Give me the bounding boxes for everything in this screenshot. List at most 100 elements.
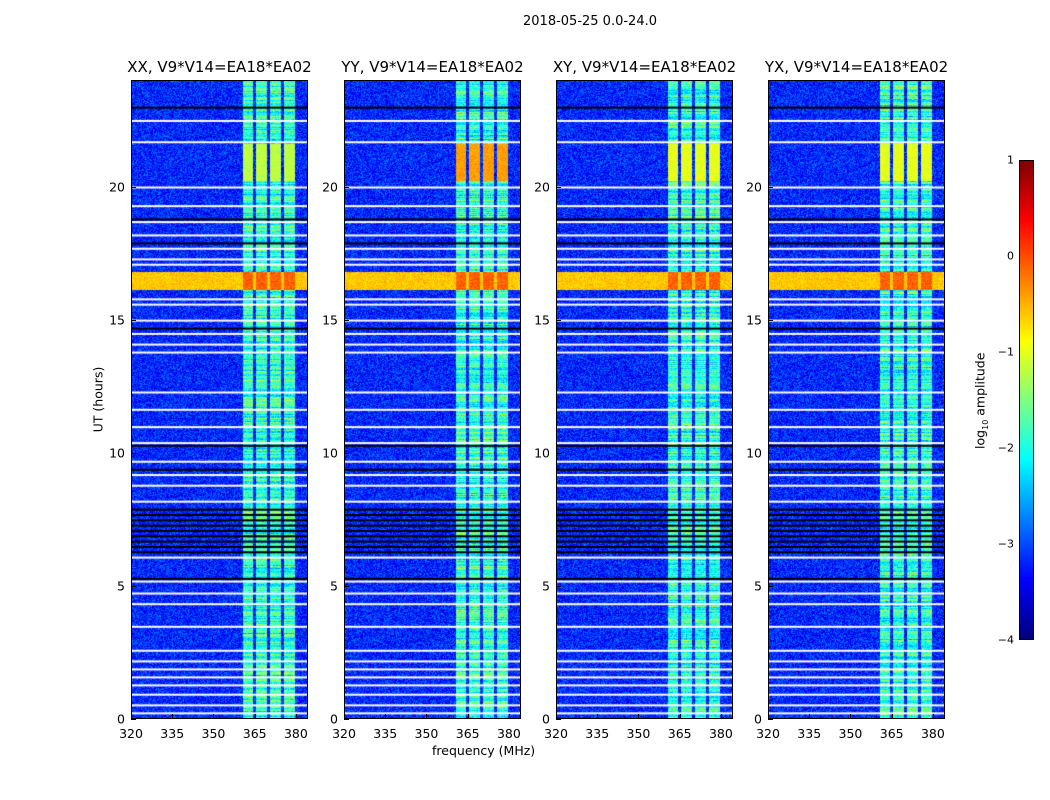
colorbar-tick-label: −2 bbox=[997, 441, 1014, 455]
panel-title: YY, V9*V14=EA18*EA02 bbox=[341, 58, 524, 76]
y-tick bbox=[344, 585, 349, 587]
y-tick bbox=[344, 186, 349, 188]
y-tick-label: 15 bbox=[322, 312, 338, 328]
x-tick-label: 350 bbox=[626, 726, 651, 741]
y-tick-label: 15 bbox=[746, 312, 762, 328]
colorbar-tick-label: 0 bbox=[1007, 249, 1014, 263]
y-tick-label: 0 bbox=[330, 711, 338, 727]
y-tick bbox=[344, 719, 349, 720]
y-tick bbox=[768, 585, 773, 587]
y-tick-label: 20 bbox=[322, 179, 338, 194]
colorbar-tick-label: −4 bbox=[997, 633, 1014, 647]
heatmap-image bbox=[768, 80, 945, 719]
x-tick bbox=[213, 714, 215, 719]
axes-frame bbox=[768, 80, 945, 719]
panel-2: XY, V9*V14=EA18*EA02 320 335 350 365 380 0 5 10 1… bbox=[534, 58, 736, 741]
x-tick-label: 380 bbox=[283, 726, 308, 741]
x-tick-label: 350 bbox=[201, 726, 226, 741]
y-tick-label: 0 bbox=[754, 711, 762, 727]
y-tick-label: 10 bbox=[534, 445, 550, 461]
y-tick-label: 0 bbox=[117, 711, 125, 727]
heatmap-image bbox=[344, 80, 521, 719]
x-tick bbox=[344, 714, 345, 719]
x-tick bbox=[638, 714, 640, 719]
x-tick bbox=[254, 714, 256, 719]
x-tick-label: 335 bbox=[160, 726, 185, 741]
axes-frame bbox=[344, 80, 521, 719]
x-tick bbox=[932, 714, 934, 719]
panel-title: YX, V9*V14=EA18*EA02 bbox=[764, 58, 949, 76]
y-tick bbox=[131, 719, 136, 720]
y-tick-label: 15 bbox=[534, 312, 550, 328]
x-axis-label: frequency (MHz) bbox=[432, 743, 536, 758]
x-tick bbox=[172, 714, 174, 719]
x-tick bbox=[768, 714, 769, 719]
x-tick-label: 380 bbox=[920, 726, 945, 741]
x-tick bbox=[850, 714, 852, 719]
y-tick-label: 5 bbox=[330, 578, 338, 594]
x-tick-label: 335 bbox=[585, 726, 610, 741]
x-tick bbox=[809, 714, 811, 719]
x-tick-label: 380 bbox=[708, 726, 733, 741]
x-tick-label: 320 bbox=[332, 726, 356, 741]
y-tick-label: 10 bbox=[746, 445, 762, 461]
x-tick bbox=[508, 714, 510, 719]
x-tick bbox=[720, 714, 722, 719]
y-tick bbox=[768, 319, 773, 321]
y-tick bbox=[131, 452, 136, 454]
y-axis-label: UT (hours) bbox=[90, 366, 106, 433]
colorbar-tick-label: 1 bbox=[1007, 153, 1014, 167]
axes-frame bbox=[131, 80, 308, 719]
y-tick-label: 0 bbox=[542, 711, 550, 727]
colorbar-label: log10 amplitude bbox=[972, 352, 990, 449]
heatmap-image bbox=[556, 80, 733, 719]
panel-title: XX, V9*V14=EA18*EA02 bbox=[127, 58, 312, 76]
y-tick bbox=[131, 585, 136, 587]
x-tick-label: 335 bbox=[373, 726, 398, 741]
y-tick bbox=[556, 719, 561, 720]
x-tick bbox=[679, 714, 681, 719]
x-tick bbox=[597, 714, 599, 719]
panel-1: YY, V9*V14=EA18*EA02 320 335 350 365 380 0 5 10 1… bbox=[322, 58, 524, 741]
panel-title: XY, V9*V14=EA18*EA02 bbox=[552, 58, 737, 76]
y-tick bbox=[556, 186, 561, 188]
y-tick bbox=[768, 719, 773, 720]
x-tick bbox=[556, 714, 557, 719]
x-tick bbox=[426, 714, 428, 719]
x-tick-label: 320 bbox=[544, 726, 568, 741]
x-tick-label: 365 bbox=[455, 726, 480, 741]
heatmap-image bbox=[131, 80, 308, 719]
x-tick-label: 335 bbox=[797, 726, 822, 741]
x-tick-label: 350 bbox=[838, 726, 863, 741]
y-tick-label: 15 bbox=[109, 312, 125, 328]
y-tick bbox=[768, 186, 773, 188]
y-tick-label: 20 bbox=[746, 179, 762, 194]
x-tick-label: 320 bbox=[119, 726, 143, 741]
y-tick-label: 5 bbox=[117, 578, 125, 594]
x-tick-label: 365 bbox=[879, 726, 904, 741]
x-tick bbox=[131, 714, 132, 719]
y-tick-label: 5 bbox=[542, 578, 550, 594]
y-tick-label: 10 bbox=[109, 445, 125, 461]
panel-0: XX, V9*V14=EA18*EA02 320 335 350 365 380 0 5 10 1… bbox=[109, 58, 312, 741]
colorbar-tick-label: −1 bbox=[997, 345, 1014, 359]
x-tick bbox=[385, 714, 387, 719]
y-tick-label: 10 bbox=[322, 445, 338, 461]
y-tick bbox=[556, 585, 561, 587]
y-tick-label: 20 bbox=[109, 179, 125, 194]
y-tick-label: 20 bbox=[534, 179, 550, 194]
x-tick bbox=[295, 714, 297, 719]
x-tick bbox=[891, 714, 893, 719]
y-tick bbox=[131, 186, 136, 188]
x-tick-label: 365 bbox=[242, 726, 267, 741]
colorbar bbox=[1019, 160, 1034, 640]
y-tick bbox=[556, 319, 561, 321]
x-tick-label: 320 bbox=[756, 726, 780, 741]
y-tick bbox=[344, 319, 349, 321]
y-tick bbox=[768, 452, 773, 454]
figure-title: 2018-05-25 0.0-24.0 bbox=[523, 14, 657, 29]
x-tick-label: 365 bbox=[667, 726, 692, 741]
x-tick-label: 350 bbox=[414, 726, 439, 741]
x-tick-label: 380 bbox=[496, 726, 521, 741]
